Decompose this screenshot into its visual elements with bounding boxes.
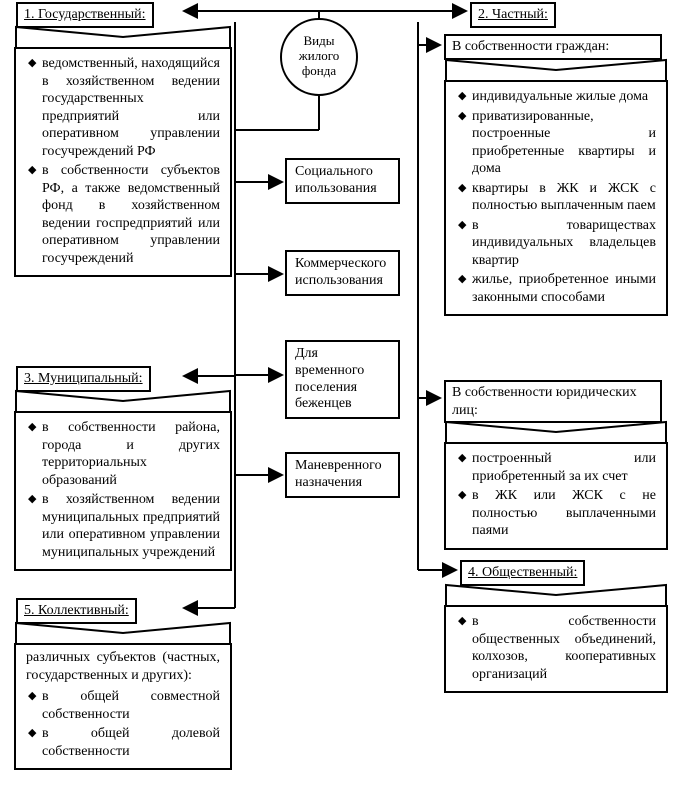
cat2-suba-list: индивидуальные жилые дома приватизирован… <box>454 88 658 310</box>
center-node: Виды жилогофонда <box>280 18 358 96</box>
cat5-body: различных субъектов (частных, государств… <box>14 643 232 770</box>
cat4-body: в собственности общественных объединений… <box>444 605 668 693</box>
cat2-subb-body: построенный или приобретенный за их счет… <box>444 442 668 550</box>
list-item: индивидуальные жилые дома <box>458 88 656 106</box>
cat1-title: 1. Государственный: <box>16 2 154 28</box>
cat3-title-text: 3. Муниципальный: <box>24 371 143 386</box>
cat1-title-text: 1. Государственный: <box>24 7 146 22</box>
cat5-list: в общей совместной собственности в общей… <box>24 688 222 764</box>
cat2-title: 2. Частный: <box>470 2 556 28</box>
list-item: построенный или приобретенный за их счет <box>458 450 656 485</box>
cat5-bracket <box>14 621 232 645</box>
mid-box-4: Маневренного назначения <box>285 452 400 498</box>
cat2-subb-title: В собственности юридических лиц: <box>444 380 662 423</box>
cat1-body: ведомственный, находящийся в хозяйственн… <box>14 47 232 277</box>
list-item: в хозяйственном ведении муниципальных пр… <box>28 491 220 561</box>
cat3-list: в собственности района, города и других … <box>24 419 222 565</box>
cat5-title-text: 5. Коллективный: <box>24 603 129 618</box>
cat4-bracket <box>444 583 668 607</box>
mid-box-4-text: Маневренного назначения <box>295 458 382 490</box>
list-item: в собственности общественных объединений… <box>458 613 656 683</box>
list-item: в собственности субъектов РФ, а также ве… <box>28 162 220 267</box>
mid-box-2: Коммерческого использования <box>285 250 400 296</box>
list-item: в товариществах индивидуальных владельце… <box>458 217 656 270</box>
mid-box-3-text: Для временного поселения беженцев <box>295 346 364 411</box>
list-item: в собственности района, города и других … <box>28 419 220 489</box>
mid-box-1: Социального ипользования <box>285 158 400 204</box>
cat2-title-text: 2. Частный: <box>478 7 548 22</box>
diagram-canvas: Виды жилогофонда 1. Государственный: вед… <box>0 0 686 787</box>
cat4-list: в собственности общественных объединений… <box>454 613 658 687</box>
cat5-intro: различных субъектов (частных, государств… <box>24 649 222 686</box>
mid-box-2-text: Коммерческого использования <box>295 256 386 288</box>
cat2-suba-body: индивидуальные жилые дома приватизирован… <box>444 80 668 316</box>
list-item: в общей совместной собственности <box>28 688 220 723</box>
mid-box-3: Для временного поселения беженцев <box>285 340 400 419</box>
list-item: приватизированные, построенные и приобре… <box>458 108 656 178</box>
center-label: Виды жилогофонда <box>299 33 339 78</box>
list-item: в общей долевой собственности <box>28 725 220 760</box>
list-item: в ЖК или ЖСК с не полностью выплаченными… <box>458 487 656 540</box>
cat2-suba-title: В собственности граждан: <box>444 34 662 60</box>
cat5-title: 5. Коллективный: <box>16 598 137 624</box>
list-item: ведомственный, находящийся в хозяйственн… <box>28 55 220 160</box>
cat3-title: 3. Муниципальный: <box>16 366 151 392</box>
cat2-suba-title-text: В собственности граждан: <box>452 39 609 54</box>
list-item: квартиры в ЖК и ЖСК с полностью выплачен… <box>458 180 656 215</box>
cat2-subb-title-text: В собственности юридических лиц: <box>452 385 637 418</box>
cat3-bracket <box>14 389 232 413</box>
list-item: жилье, приобретенное иными законными спо… <box>458 271 656 306</box>
cat4-title-text: 4. Общественный: <box>468 565 577 580</box>
cat1-bracket <box>14 25 232 49</box>
cat2-suba-bracket <box>444 58 668 82</box>
cat2-subb-list: построенный или приобретенный за их счет… <box>454 450 658 544</box>
cat1-list: ведомственный, находящийся в хозяйственн… <box>24 55 222 271</box>
cat3-body: в собственности района, города и других … <box>14 411 232 571</box>
cat4-title: 4. Общественный: <box>460 560 585 586</box>
cat2-subb-bracket <box>444 420 668 444</box>
mid-box-1-text: Социального ипользования <box>295 164 377 196</box>
